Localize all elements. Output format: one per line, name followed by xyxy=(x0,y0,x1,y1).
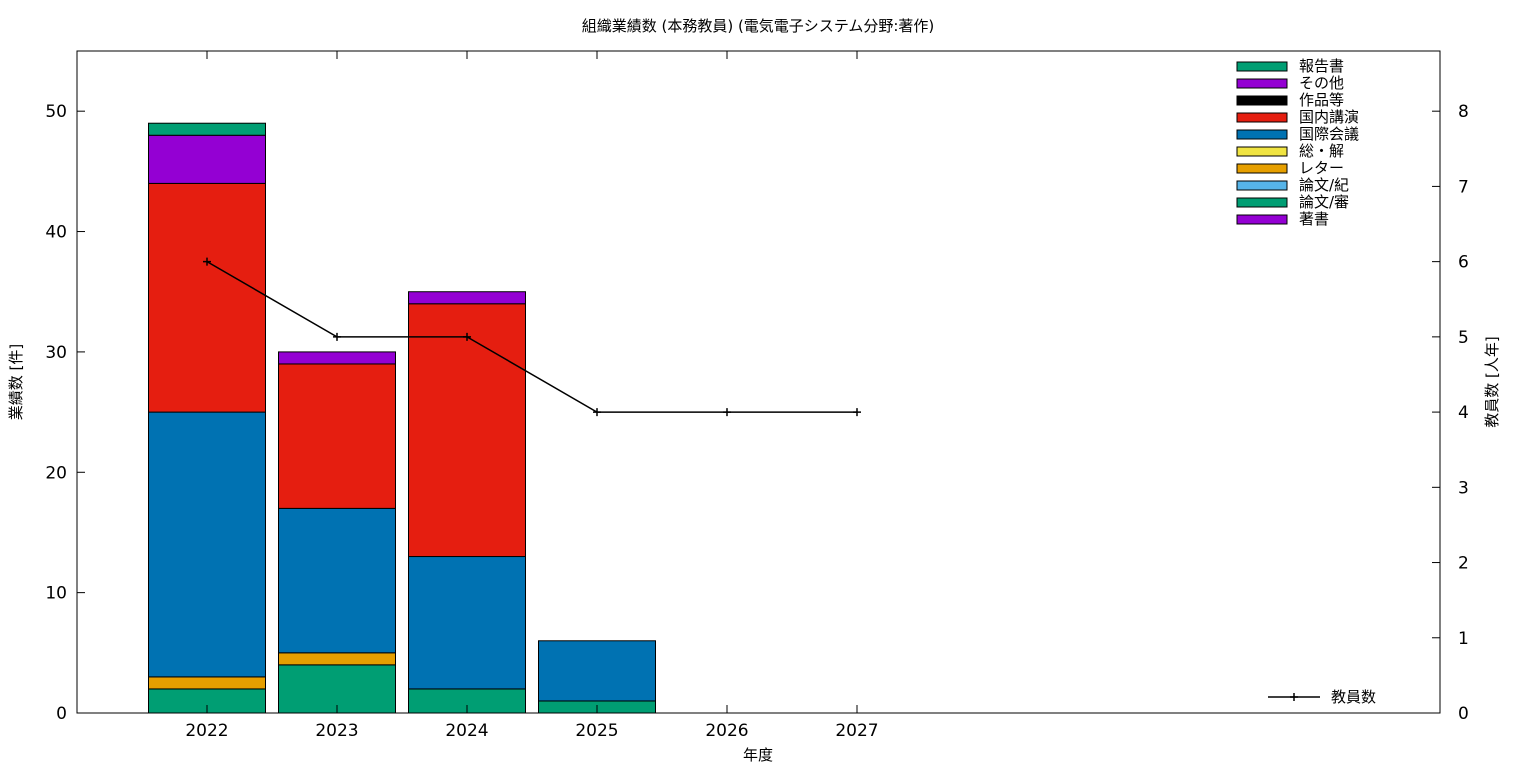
bar-segment xyxy=(148,411,266,678)
x-axis-label: 年度 xyxy=(743,746,773,764)
y2-tick-label: 8 xyxy=(1458,102,1469,122)
bar-segment xyxy=(148,676,266,690)
y2-tick-label: 4 xyxy=(1458,403,1469,423)
y2-tick-label: 6 xyxy=(1458,253,1469,273)
legend-swatch xyxy=(1236,61,1288,72)
y2-tick-label: 7 xyxy=(1458,177,1469,197)
y2-tick-label: 1 xyxy=(1458,629,1469,649)
y2-tick-label: 0 xyxy=(1458,704,1469,724)
line-point xyxy=(333,332,341,341)
x-tick-label: 2022 xyxy=(185,721,228,741)
legend-swatch xyxy=(1236,214,1288,225)
x-tick-label: 2027 xyxy=(835,721,878,741)
y-axis: 0 10 20 30 40 50 xyxy=(45,102,85,724)
bar-segment xyxy=(278,507,396,654)
legend-swatch xyxy=(1236,163,1288,174)
legend-label: 論文/審 xyxy=(1299,193,1349,211)
x-tick-label: 2023 xyxy=(315,721,358,741)
legend-label: 報告書 xyxy=(1299,57,1344,75)
x-axis: 2022 2023 2024 2025 2026 2027 xyxy=(185,51,879,741)
legend-label: 著書 xyxy=(1299,210,1329,228)
line-legend-marker xyxy=(1290,693,1298,701)
x-tick-label: 2025 xyxy=(575,721,618,741)
y-tick-label: 40 xyxy=(45,223,67,243)
y-tick-label: 0 xyxy=(56,704,67,724)
line-teacher-count xyxy=(206,260,857,413)
y-tick-label: 10 xyxy=(45,584,67,604)
legend-label: 国際会議 xyxy=(1299,125,1359,143)
bar-segment xyxy=(148,134,266,184)
bar-segment xyxy=(278,652,396,666)
y2-axis-label: 教員数 [人年] xyxy=(1483,336,1501,427)
y-tick-label: 20 xyxy=(45,463,67,483)
line-legend-label: 教員数 xyxy=(1331,688,1376,706)
bar-segment xyxy=(408,556,526,690)
y-tick-label: 50 xyxy=(45,102,67,122)
line-point xyxy=(463,332,471,341)
bar-segment xyxy=(278,351,396,365)
legend-swatch xyxy=(1236,95,1288,106)
chart-title: 組織業績数 (本務教員) (電気電子システム分野:著作) xyxy=(582,17,935,35)
legend-swatch xyxy=(1236,146,1288,157)
legend-label: 作品等 xyxy=(1299,91,1344,109)
y-axis-label: 業績数 [件] xyxy=(7,344,25,420)
legend-label: 国内講演 xyxy=(1299,108,1359,126)
legend-swatch xyxy=(1236,180,1288,191)
bar-segment xyxy=(408,303,526,558)
plot-frame xyxy=(76,50,1441,714)
legend-label: レター xyxy=(1299,159,1344,177)
y2-tick-label: 2 xyxy=(1458,554,1469,574)
bar-segment xyxy=(408,291,526,305)
bar-segment xyxy=(278,664,396,714)
bar-segment xyxy=(538,640,656,702)
legend-label: その他 xyxy=(1299,74,1344,92)
line-point xyxy=(723,408,731,417)
y2-tick-label: 3 xyxy=(1458,478,1469,498)
legend-swatch xyxy=(1236,197,1288,208)
legend-label: 総・解 xyxy=(1299,142,1344,160)
legend-swatch xyxy=(1236,112,1288,123)
bars-layer xyxy=(148,122,656,714)
line-point xyxy=(593,408,601,417)
line-layer xyxy=(203,257,861,417)
x-tick-label: 2026 xyxy=(705,721,748,741)
bar-segment xyxy=(278,363,396,509)
line-point xyxy=(853,408,861,417)
y2-axis: 0 1 2 3 4 5 6 7 8 xyxy=(1432,102,1469,724)
legend-label: 論文/紀 xyxy=(1299,176,1349,194)
x-tick-label: 2024 xyxy=(445,721,488,741)
legend-swatch xyxy=(1236,78,1288,89)
y-tick-label: 30 xyxy=(45,343,67,363)
bar-segment xyxy=(148,122,266,136)
bar-segment xyxy=(148,182,266,413)
line-legend: 教員数 xyxy=(1268,688,1376,706)
legend-swatch xyxy=(1236,129,1288,140)
line-point xyxy=(203,257,211,266)
y2-tick-label: 5 xyxy=(1458,328,1469,348)
